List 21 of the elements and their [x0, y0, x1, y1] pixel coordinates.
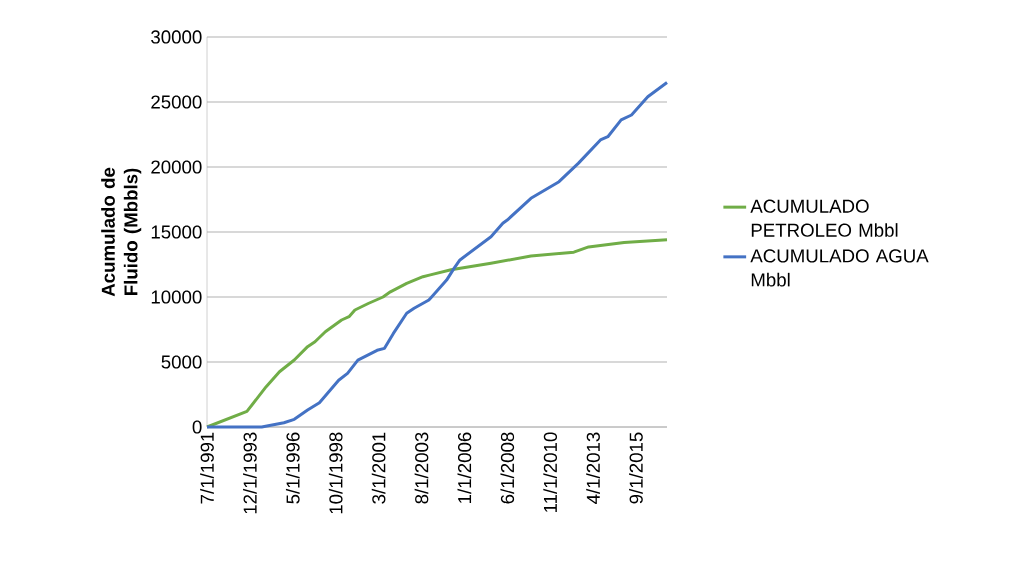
x-tick-label: 1/1/2006: [457, 432, 472, 503]
x-tick-label: 12/1/1993: [243, 432, 257, 514]
y-tick-label: 10000: [151, 290, 202, 304]
y-tick-label: 30000: [151, 30, 202, 44]
x-tick-label: 6/1/2008: [500, 432, 515, 504]
x-tick-label: 5/1/1996: [285, 432, 300, 504]
y-tick-label: 15000: [151, 225, 202, 239]
legend-label: ACUMULADO PETROLEO Mbbl: [750, 199, 898, 237]
x-tick-label: 9/1/2015: [629, 432, 643, 504]
x-tick-label: 3/1/2001: [371, 432, 386, 504]
y-axis-title: Acumulado de Fluido (Mbbls): [101, 167, 142, 297]
y-tick-label: 0: [192, 420, 202, 434]
y-tick-label: 5000: [161, 355, 202, 369]
x-tick-label: 11/1/2010: [543, 432, 558, 512]
y-tick-label: 25000: [151, 95, 202, 109]
y-tick-label: 20000: [151, 160, 202, 174]
x-tick-label: 10/1/1998: [328, 432, 343, 514]
x-tick-label: 4/1/2013: [586, 432, 600, 504]
legend-label: ACUMULADO AGUA Mbbl: [750, 249, 929, 287]
x-tick-label: 8/1/2003: [414, 432, 429, 504]
x-tick-label: 7/1/1991: [200, 432, 214, 504]
